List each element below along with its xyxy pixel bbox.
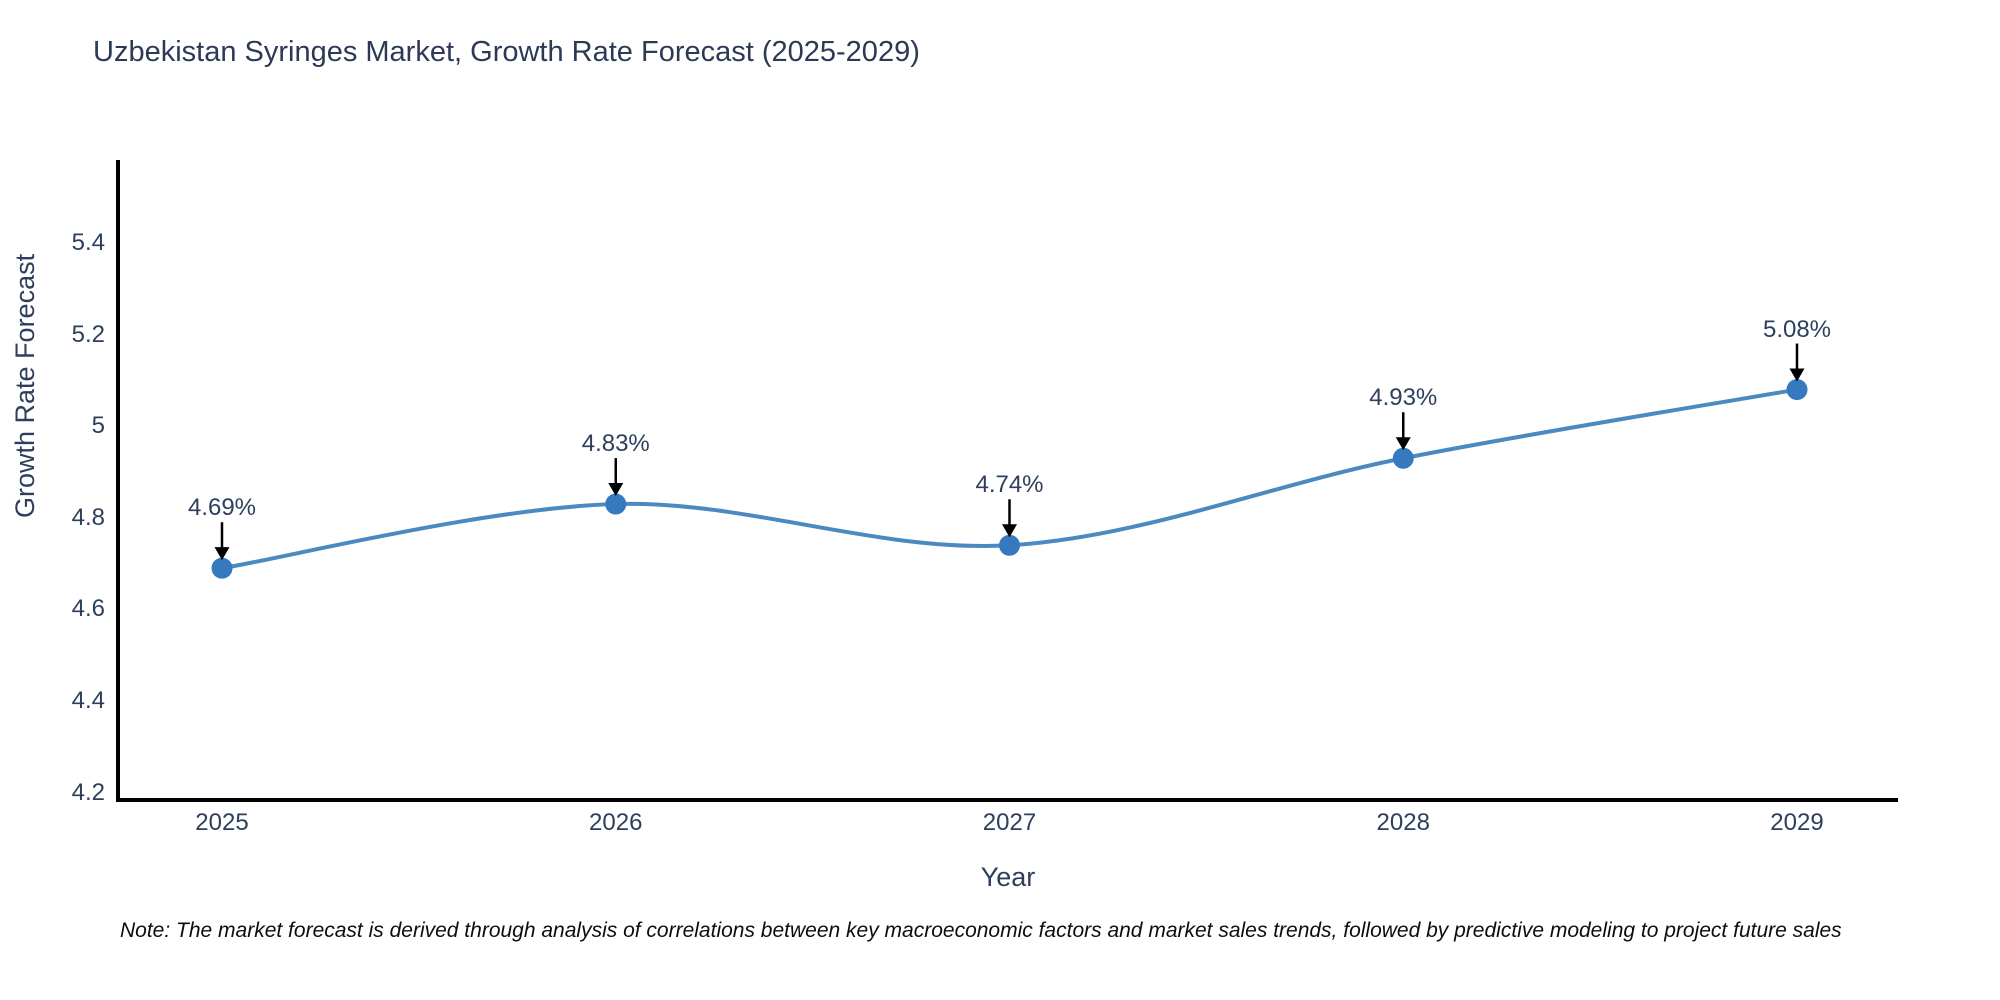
chart-title: Uzbekistan Syringes Market, Growth Rate … xyxy=(93,36,920,68)
data-point-label: 4.93% xyxy=(1369,384,1438,412)
data-point-2026[interactable] xyxy=(605,493,627,515)
annotation-arrowhead xyxy=(1395,437,1411,451)
y-tick-label: 4.8 xyxy=(71,503,105,531)
y-tick-label: 4.4 xyxy=(71,687,105,714)
data-point-2029[interactable] xyxy=(1786,379,1808,401)
annotation-arrowhead xyxy=(214,547,230,561)
x-tick-label: 2027 xyxy=(982,809,1037,836)
annotation-arrowhead xyxy=(1002,524,1017,538)
data-point-label: 4.69% xyxy=(187,494,257,522)
y-tick-label: 4.2 xyxy=(71,778,105,806)
x-axis-title: Year xyxy=(980,862,1036,892)
data-point-label: 5.08% xyxy=(1762,315,1832,343)
data-point-label: 4.83% xyxy=(581,430,650,458)
data-point-2027[interactable] xyxy=(999,534,1020,556)
data-point-2025[interactable] xyxy=(211,557,233,579)
annotation-arrowhead xyxy=(1789,368,1805,382)
x-tick-label: 2026 xyxy=(589,809,643,836)
footnote: Note: The market forecast is derived thr… xyxy=(120,919,1842,942)
data-point-2028[interactable] xyxy=(1392,447,1414,469)
data-point-label: 4.74% xyxy=(975,471,1044,499)
x-tick-label: 2028 xyxy=(1376,809,1430,836)
annotation-arrowhead xyxy=(608,483,624,497)
y-tick-label: 5 xyxy=(91,412,105,440)
y-tick-label: 5.2 xyxy=(71,320,105,348)
x-tick-label: 2025 xyxy=(195,809,249,836)
y-tick-label: 4.6 xyxy=(71,595,105,623)
y-tick-label: 5.4 xyxy=(71,229,105,256)
x-tick-label: 2029 xyxy=(1770,809,1824,836)
